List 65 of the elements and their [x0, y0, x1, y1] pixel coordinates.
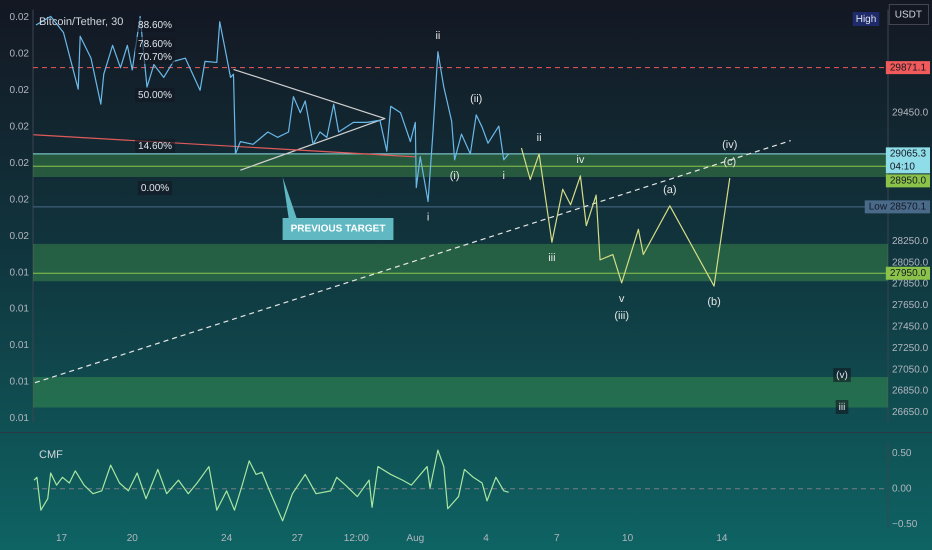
x-tick-label: Aug	[406, 532, 424, 544]
y-tick-label: 27650.0	[892, 300, 929, 312]
annotation: v	[618, 292, 625, 305]
annotation: iii	[548, 252, 556, 264]
x-tick-label: 7	[554, 532, 560, 544]
text: CMF	[39, 449, 64, 462]
y2-tick-label: 0.02	[10, 84, 30, 96]
x-tick-label: 10	[622, 532, 634, 544]
x-tick-label: 4	[483, 532, 490, 544]
x-tick-label: 12:00	[344, 532, 370, 544]
annotation: (i)	[450, 170, 460, 182]
annotation: High	[856, 14, 876, 25]
annotation: (iv)	[722, 139, 738, 152]
y-tick-label: 27250.0	[892, 342, 929, 354]
y-tick-label: 28250.0	[892, 236, 929, 247]
y-axis-title: USDT	[894, 9, 922, 20]
y-tick-label: 26850.0	[892, 386, 929, 397]
annotation: i	[502, 170, 505, 182]
annotation: (v)	[836, 370, 848, 381]
y2-tick-label: 0.02	[10, 230, 30, 242]
annotation: 88.60%	[138, 20, 172, 31]
x-tick-label: 20	[126, 532, 138, 544]
annotation: iv	[576, 154, 585, 166]
annotation: 50.00%	[138, 90, 172, 101]
y-tick-label: 27850.0	[892, 278, 929, 290]
x-tick-label: 17	[56, 532, 68, 544]
y-tick-label: 27450.0	[892, 322, 929, 333]
ref-line-label: 29065.3 04:10	[890, 148, 926, 173]
annotation: ii	[536, 132, 542, 144]
annotation: 14.60%	[138, 140, 172, 152]
annotation: ii	[435, 30, 440, 42]
ref-line-label: 27950.0	[890, 268, 926, 279]
y-tick-label: 0.00	[892, 483, 912, 494]
annotation: (ii)	[470, 92, 482, 105]
annotation: (b)	[707, 296, 721, 308]
annotation: (iii)	[614, 310, 630, 322]
ref-line-label: 28950.0	[890, 176, 926, 187]
y-tick-label: 28050.0	[892, 257, 929, 268]
annotation: (a)	[663, 184, 677, 196]
y2-tick-label: 0.02	[10, 12, 30, 24]
y-tick-label: 26650.0	[892, 407, 929, 418]
y2-tick-label: 0.02	[10, 194, 30, 206]
annotation: 70.70%	[138, 52, 172, 63]
annotation: PREVIOUS TARGET	[290, 224, 386, 235]
annotation: i	[426, 212, 430, 224]
y-tick-label: 0.50	[892, 448, 912, 459]
x-tick-label: 27	[292, 532, 304, 544]
y2-tick-label: 0.02	[10, 121, 30, 132]
y-tick-label: 29450.0	[892, 107, 929, 118]
y2-tick-label: 0.01	[10, 376, 30, 388]
y2-tick-label: 0.02	[10, 48, 30, 60]
y2-tick-label: 0.01	[10, 340, 30, 352]
ref-line-label: Low 28570.1	[868, 202, 926, 213]
y2-tick-label: 0.01	[10, 267, 30, 278]
y2-tick-label: 0.01	[10, 413, 30, 424]
annotation: iii	[838, 402, 846, 413]
x-tick-label: 24	[221, 532, 233, 544]
y-tick-label: 27050.0	[892, 364, 929, 376]
y2-tick-label: 0.01	[10, 304, 30, 315]
x-tick-label: 14	[716, 532, 728, 544]
annotation: 0.00%	[140, 182, 170, 194]
annotation: 78.60%	[138, 38, 172, 50]
ref-line-label: 29871.1	[890, 62, 926, 74]
y2-tick-label: 0.02	[10, 158, 30, 169]
y-tick-label: −0.50	[892, 519, 918, 530]
